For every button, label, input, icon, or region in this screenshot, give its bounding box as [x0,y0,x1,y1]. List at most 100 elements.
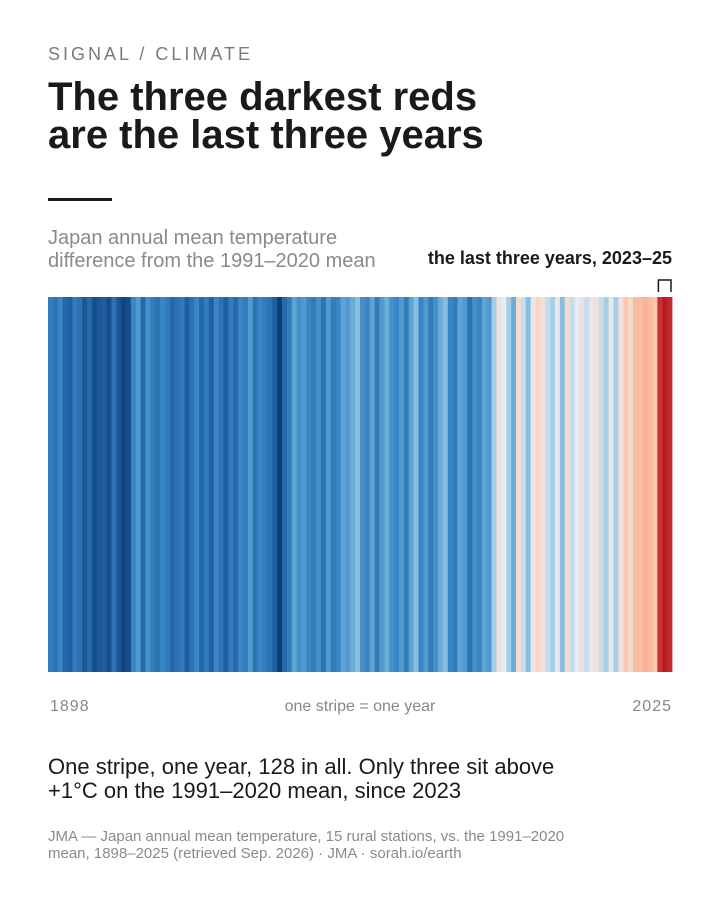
stripe [452,297,458,672]
title: The three darkest reds are the last thre… [48,77,484,157]
stripe [101,297,107,672]
stripe [267,297,273,672]
kicker: SIGNAL / CLIMATE [48,44,254,64]
stripe [545,297,551,672]
stripe [423,297,429,672]
stripe [77,297,83,672]
stripe [652,297,658,672]
stripe [145,297,151,672]
stripe [642,297,649,672]
axis-note: one stripe = one year [284,698,436,715]
x-tick-label: 2025 [632,698,672,715]
stripe [589,297,595,672]
stripe [564,297,571,672]
stripe [496,297,502,672]
stripe [233,297,239,672]
stripe [272,297,278,672]
stripe [623,297,629,672]
stripe [335,297,341,672]
stripe [140,297,146,672]
stripe [662,297,668,672]
stripe [550,297,556,672]
stripe [330,297,337,672]
stripe [174,297,181,672]
stripe [555,297,561,672]
stripe [520,297,527,672]
stripe [277,297,283,672]
stripe [321,297,327,672]
stripe [501,297,507,672]
stripe [350,297,356,672]
stripe [369,297,376,672]
stripe [535,297,541,672]
stripe [301,297,307,672]
stripe [62,297,68,672]
stripe [374,297,380,672]
stripe [150,297,156,672]
stripe [442,297,449,672]
stripe [67,297,73,672]
stripe [511,297,517,672]
stripe [262,297,268,672]
stripe [481,297,488,672]
stripe [252,297,259,672]
title-line: are the last three years [48,113,484,157]
stripe [194,297,200,672]
x-tick-label: 1898 [50,698,90,715]
stripe [540,297,546,672]
rule [48,198,112,201]
stripe [311,297,317,672]
stripe [608,297,614,672]
stripe [491,297,497,672]
stripe [613,297,619,672]
takeaway-line: +1°C on the 1991–2020 mean, since 2023 [48,778,462,803]
stripe [257,297,263,672]
stripe [208,297,215,672]
stripe [594,297,600,672]
stripe [408,297,415,672]
stripe [228,297,234,672]
stripe [345,297,351,672]
stripe [121,297,127,672]
stripe [106,297,112,672]
annotation: the last three years, 2023–25 [427,248,672,268]
stripe [360,297,366,672]
stripe [530,297,536,672]
subtitle: Japan annual mean temperature difference… [48,227,376,273]
annotation-bracket [657,279,672,292]
stripe [355,297,361,672]
stripe [667,297,673,672]
stripe [584,297,590,672]
stripe [340,297,346,672]
stripe [199,297,205,672]
stripe [477,297,483,672]
stripe [516,297,522,672]
stripe [52,297,59,672]
takeaway-line: One stripe, one year, 128 in all. Only t… [48,754,555,779]
stripe [169,297,176,672]
stripe [647,297,653,672]
stripe [574,297,580,672]
stripe [603,297,610,672]
stripe [472,297,478,672]
stripe [204,297,210,672]
stripe [282,297,288,672]
stripe [428,297,434,672]
stripe [579,297,585,672]
stripe [296,297,302,672]
stripe [223,297,229,672]
subtitle-line: difference from the 1991–2020 mean [48,250,376,272]
stripe [130,297,137,672]
stripe [413,297,419,672]
stripe [306,297,312,672]
stripe [418,297,424,672]
subtitle-line: Japan annual mean temperature [48,227,338,249]
stripe [438,297,444,672]
stripe [433,297,439,672]
stripe [525,297,532,672]
stripe [213,297,220,672]
stripe [72,297,78,672]
stripe [457,297,463,672]
